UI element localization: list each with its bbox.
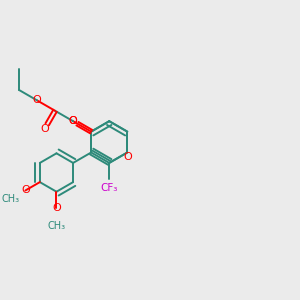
Text: O: O (123, 152, 132, 163)
Text: O: O (69, 116, 77, 126)
Text: CH₃: CH₃ (1, 194, 19, 204)
Text: CF₃: CF₃ (100, 183, 118, 193)
Text: O: O (33, 95, 41, 105)
Text: O: O (21, 185, 30, 196)
Text: O: O (40, 124, 49, 134)
Text: O: O (69, 116, 77, 126)
Text: CH₃: CH₃ (47, 221, 65, 231)
Text: O: O (52, 203, 61, 213)
